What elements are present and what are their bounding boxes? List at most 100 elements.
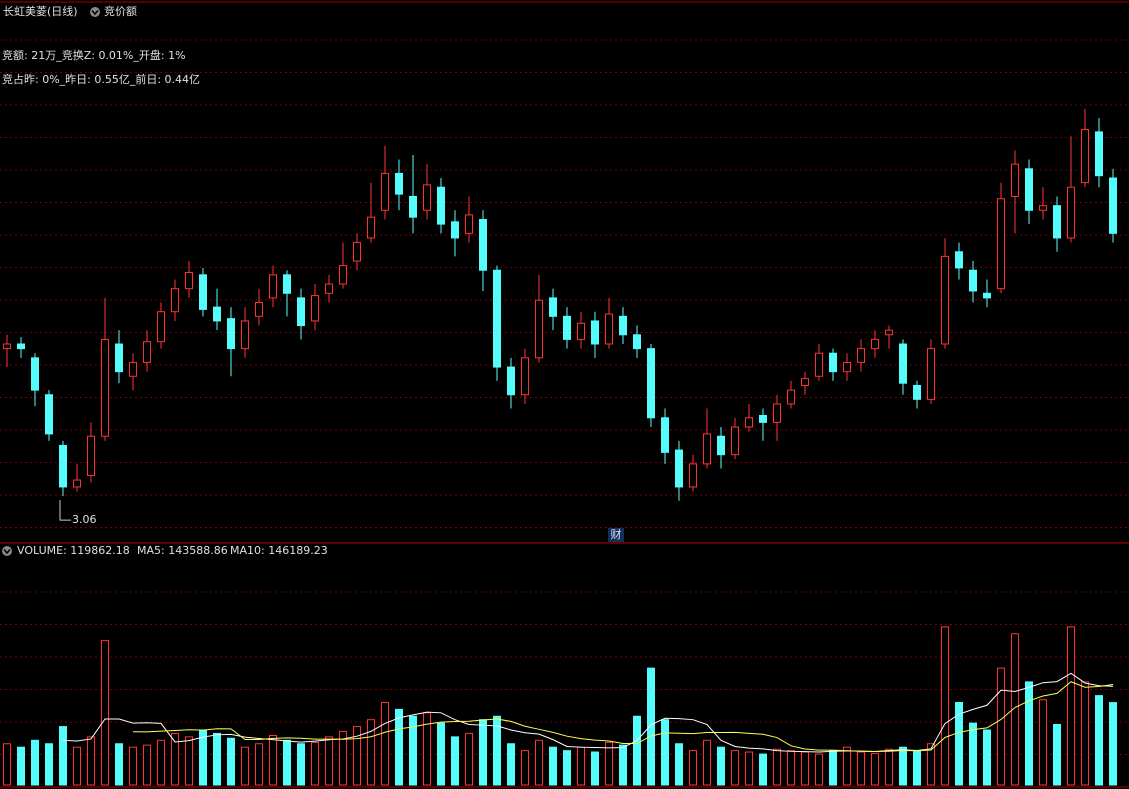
volume-bar <box>255 743 263 786</box>
volume-bar <box>479 719 487 786</box>
info-line: 竞占昨: 0%_昨日: 0.55亿_前日: 0.44亿 <box>2 72 200 86</box>
dropdown-icon[interactable] <box>2 546 12 556</box>
volume-bar <box>1067 626 1075 786</box>
marker-box[interactable] <box>608 528 624 542</box>
candle-body <box>689 463 697 488</box>
candle-body <box>465 214 473 234</box>
volume-bar <box>647 667 655 786</box>
volume-bar <box>227 737 235 786</box>
candle-body <box>1109 177 1117 234</box>
ma10-line <box>132 681 1114 753</box>
candle-body <box>269 274 277 299</box>
volume-bar <box>115 743 123 786</box>
candle-body <box>353 242 361 262</box>
volume-bar <box>3 743 11 786</box>
candle-body <box>3 343 11 350</box>
candle-body <box>17 343 25 350</box>
volume-bar <box>997 667 1005 786</box>
candle-body <box>703 433 711 465</box>
volume-bar <box>675 743 683 786</box>
volume-bar <box>689 750 697 786</box>
candle-body <box>843 361 851 373</box>
volume-bar <box>339 730 347 786</box>
candle-body <box>899 343 907 384</box>
candle-body <box>1053 205 1061 239</box>
dropdown-icon[interactable] <box>90 7 100 17</box>
candle-body <box>801 378 809 387</box>
volume-bar <box>311 741 319 786</box>
volume-bar <box>409 715 417 786</box>
candle-body <box>451 221 459 239</box>
volume-bar <box>535 739 543 786</box>
candle-body <box>395 172 403 195</box>
candle-body <box>577 322 585 340</box>
candle-body <box>969 269 977 292</box>
candle-body <box>73 479 81 488</box>
volume-bar <box>297 743 305 786</box>
candle-body <box>381 172 389 211</box>
volume-bar <box>157 739 165 786</box>
candle-body <box>535 299 543 359</box>
volume-bar <box>969 722 977 786</box>
candle-body <box>31 357 39 391</box>
candle-body <box>1095 131 1103 177</box>
candle-body <box>871 338 879 350</box>
candle-body <box>143 341 151 363</box>
candle-body <box>619 315 627 336</box>
candle-body <box>297 297 305 327</box>
volume-bar <box>381 702 389 786</box>
candle-body <box>227 318 235 350</box>
ma10-label: MA10: 146189.23 <box>230 544 328 557</box>
indicator-name[interactable]: 竞价额 <box>104 4 137 18</box>
candle-body <box>1011 163 1019 197</box>
volume-bar <box>1011 633 1019 786</box>
candle-body <box>605 313 613 345</box>
dropdown-arrow <box>91 10 99 16</box>
volume-bar <box>1025 681 1033 786</box>
candle-body <box>661 417 669 453</box>
volume-bar <box>1109 702 1117 786</box>
volume-bar <box>73 746 81 786</box>
volume-bar <box>171 732 179 786</box>
volume-bar <box>129 746 137 786</box>
volume-bar <box>843 746 851 786</box>
volume-bar <box>885 748 893 786</box>
candle-body <box>367 216 375 239</box>
volume-bar <box>563 750 571 786</box>
candle-body <box>423 184 431 211</box>
volume-bar <box>759 753 767 786</box>
candle-body <box>549 297 557 317</box>
chart-title: 长虹美菱(日线) <box>3 4 78 18</box>
volume-bar <box>1053 723 1061 786</box>
volume-bar <box>241 746 249 786</box>
candle-body <box>437 186 445 225</box>
volume-bar <box>493 715 501 786</box>
volume-bar <box>913 750 921 786</box>
candle-body <box>997 198 1005 290</box>
volume-bar <box>745 751 753 786</box>
volume-bar <box>787 750 795 786</box>
volume-bar <box>101 640 109 786</box>
volume-bar <box>45 743 53 786</box>
marker-label[interactable]: 财 <box>611 527 622 541</box>
candle-body <box>255 302 263 317</box>
candle-body <box>591 320 599 345</box>
candle-body <box>913 385 921 400</box>
candle-body <box>101 338 109 437</box>
volume-bar <box>605 741 613 786</box>
volume-bar <box>661 719 669 786</box>
volume-bar <box>213 732 221 786</box>
candle-body <box>185 272 193 290</box>
candle-body <box>521 357 529 396</box>
volume-bar <box>507 743 515 786</box>
candle-body <box>955 251 963 269</box>
volume-bar <box>353 726 361 786</box>
volume-bar <box>59 726 67 786</box>
candle-body <box>745 417 753 428</box>
volume-bar <box>1081 681 1089 786</box>
volume-bar <box>521 750 529 786</box>
candle-body <box>311 295 319 322</box>
volume-bar <box>591 751 599 786</box>
